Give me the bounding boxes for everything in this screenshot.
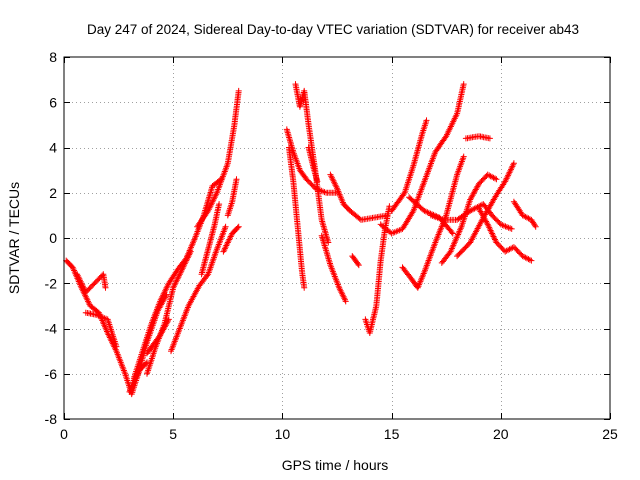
series-markers bbox=[399, 153, 467, 291]
y-tick-label: -2 bbox=[45, 275, 58, 291]
series-track-28 bbox=[476, 205, 535, 264]
series-track-17 bbox=[327, 171, 391, 223]
series-markers bbox=[462, 133, 493, 142]
series-track-6 bbox=[168, 223, 229, 355]
plot-frame bbox=[63, 56, 611, 420]
series-track-19 bbox=[362, 203, 393, 336]
series-markers bbox=[476, 205, 535, 264]
series-track-3 bbox=[82, 309, 120, 350]
series-track-12 bbox=[198, 201, 223, 278]
series-markers bbox=[438, 171, 500, 266]
x-tick-label: 10 bbox=[275, 426, 291, 442]
y-tick-label: -4 bbox=[45, 321, 58, 337]
chart-title: Day 247 of 2024, Sidereal Day-to-day VTE… bbox=[87, 22, 579, 37]
series-track-24 bbox=[438, 171, 500, 266]
series-track-30 bbox=[406, 194, 456, 237]
series-markers bbox=[220, 223, 242, 255]
series-markers bbox=[377, 81, 467, 237]
series-track-18 bbox=[318, 232, 349, 305]
series-track-20 bbox=[349, 253, 362, 269]
series-markers bbox=[327, 171, 391, 223]
x-tick-label: 5 bbox=[169, 426, 177, 442]
axis-ticks: 0 5 10 15 20 25 -8 -6 -4 -2 0 2 4 6 8 bbox=[45, 49, 618, 442]
series-markers bbox=[194, 87, 242, 230]
series-track-7 bbox=[144, 316, 172, 357]
y-tick-label: 6 bbox=[49, 94, 57, 110]
series-markers bbox=[388, 117, 430, 214]
x-tick-label: 25 bbox=[602, 426, 618, 442]
series-markers bbox=[82, 309, 120, 350]
series-track-16 bbox=[305, 144, 321, 185]
series-markers bbox=[74, 271, 109, 296]
series-markers bbox=[126, 359, 150, 395]
series-track-22 bbox=[388, 117, 430, 214]
y-axis-label: SDTVAR / TECUs bbox=[6, 182, 22, 294]
series-track-14 bbox=[286, 144, 308, 291]
series-markers bbox=[305, 144, 321, 185]
y-tick-label: 8 bbox=[49, 49, 57, 65]
series-track-2 bbox=[74, 271, 109, 296]
series-markers bbox=[144, 316, 172, 357]
series-markers bbox=[510, 198, 539, 230]
y-tick-label: 0 bbox=[49, 230, 57, 246]
series-track-26 bbox=[462, 133, 493, 142]
series-track-23 bbox=[399, 153, 467, 291]
x-tick-label: 15 bbox=[384, 426, 400, 442]
data-points bbox=[63, 81, 539, 398]
series-markers bbox=[406, 194, 456, 237]
series-track-8 bbox=[194, 87, 242, 230]
y-tick-label: -8 bbox=[45, 411, 58, 427]
series-markers bbox=[198, 201, 223, 278]
y-tick-label: 4 bbox=[49, 140, 57, 156]
x-tick-label: 0 bbox=[60, 426, 68, 442]
x-tick-label: 20 bbox=[493, 426, 509, 442]
x-axis-label: GPS time / hours bbox=[282, 457, 389, 473]
series-track-29 bbox=[510, 198, 539, 230]
y-tick-label: -6 bbox=[45, 366, 58, 382]
series-track-10 bbox=[220, 223, 242, 255]
series-markers bbox=[168, 223, 229, 355]
series-markers bbox=[318, 232, 349, 305]
series-track-21 bbox=[377, 81, 467, 237]
series-markers bbox=[286, 144, 308, 291]
series-markers bbox=[224, 176, 240, 219]
series-markers bbox=[349, 253, 362, 269]
series-track-9 bbox=[224, 176, 240, 219]
series-track-11 bbox=[126, 359, 150, 395]
series-markers bbox=[362, 203, 393, 336]
y-tick-label: 2 bbox=[49, 185, 57, 201]
